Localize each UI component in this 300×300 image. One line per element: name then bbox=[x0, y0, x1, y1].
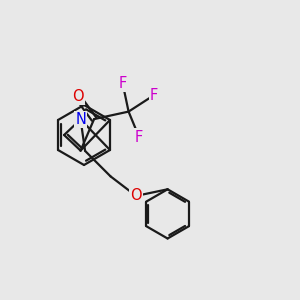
Text: F: F bbox=[118, 76, 127, 91]
Text: O: O bbox=[130, 188, 142, 203]
Text: F: F bbox=[150, 88, 158, 103]
Text: N: N bbox=[75, 112, 86, 127]
Text: O: O bbox=[72, 89, 83, 104]
Text: F: F bbox=[135, 130, 143, 145]
